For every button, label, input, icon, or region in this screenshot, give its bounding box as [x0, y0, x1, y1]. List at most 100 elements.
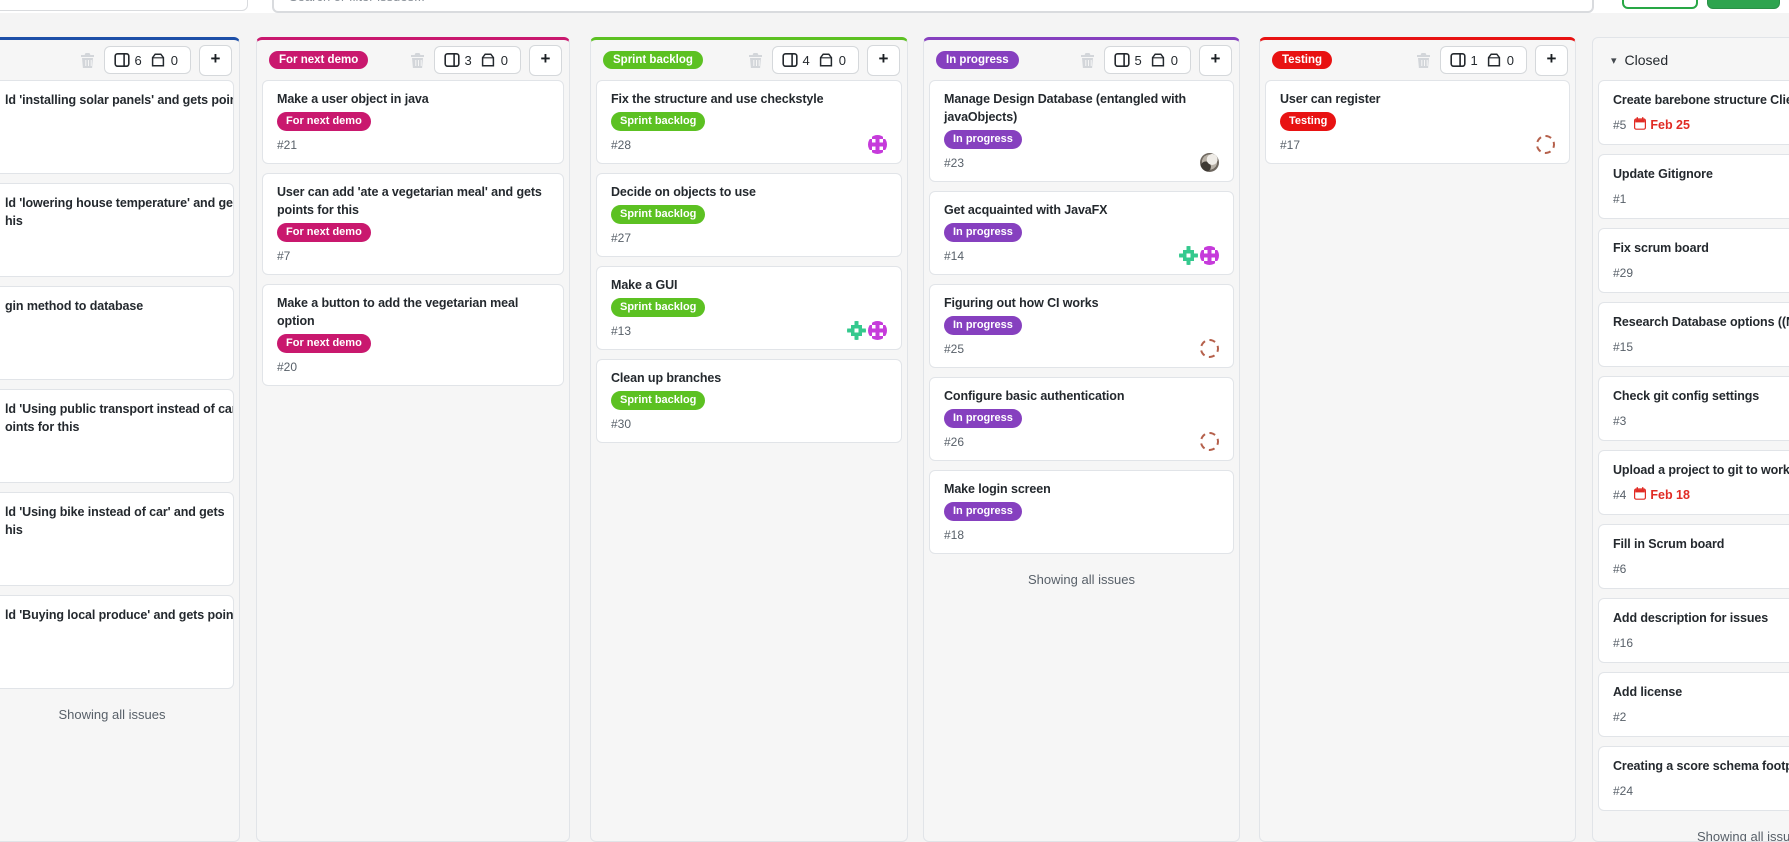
- issue-card[interactable]: Configure basic authentication In progre…: [929, 377, 1234, 461]
- card-title[interactable]: User can add 'ate a vegetarian meal' and…: [277, 185, 542, 217]
- card-label-badge[interactable]: Sprint backlog: [611, 391, 706, 410]
- avatar-identicon-green[interactable]: [1179, 246, 1198, 265]
- avatar-ring[interactable]: [1200, 432, 1219, 451]
- issue-card[interactable]: Check git config settings #3: [1598, 376, 1789, 441]
- card-title[interactable]: Manage Design Database (entangled with j…: [944, 92, 1187, 124]
- issue-card[interactable]: Creating a score schema footprint #24: [1598, 746, 1789, 811]
- trash-icon[interactable]: [410, 52, 424, 68]
- card-title[interactable]: Update Gitignore: [1613, 167, 1713, 181]
- issue-card[interactable]: Make a GUI Sprint backlog #13: [596, 266, 902, 350]
- card-title[interactable]: Configure basic authentication: [944, 389, 1125, 403]
- issue-card[interactable]: Decide on objects to use Sprint backlog …: [596, 173, 902, 257]
- filter-control[interactable]: [0, 0, 248, 11]
- search-input[interactable]: [272, 0, 1594, 13]
- issue-card[interactable]: ld 'Using public transport instead of ca…: [0, 389, 234, 483]
- card-title[interactable]: ld 'installing solar panels' and gets po…: [5, 93, 234, 107]
- avatar-photo[interactable]: [1200, 153, 1219, 172]
- card-label-badge[interactable]: Sprint backlog: [611, 298, 706, 317]
- card-title[interactable]: User can register: [1280, 92, 1381, 106]
- column-label-badge[interactable]: For next demo: [269, 51, 369, 69]
- card-title[interactable]: Clean up branches: [611, 371, 722, 385]
- card-title[interactable]: Research Database options ((No)S: [1613, 315, 1789, 329]
- add-card-button[interactable]: +: [1199, 44, 1232, 76]
- issue-card[interactable]: ld 'lowering house temperature' and gets…: [0, 183, 234, 277]
- card-title[interactable]: Get acquainted with JavaFX: [944, 203, 1108, 217]
- add-card-button[interactable]: +: [1535, 44, 1568, 76]
- trash-icon[interactable]: [1080, 52, 1094, 68]
- add-card-button[interactable]: +: [867, 44, 900, 76]
- card-title[interactable]: Figuring out how CI works: [944, 296, 1099, 310]
- card-title[interactable]: ld 'Buying local produce' and gets point…: [5, 608, 234, 622]
- avatar-identicon-green[interactable]: [847, 321, 866, 340]
- card-label-badge[interactable]: In progress: [944, 409, 1022, 428]
- card-label-badge[interactable]: In progress: [944, 223, 1022, 242]
- card-label-badge[interactable]: Sprint backlog: [611, 112, 706, 131]
- card-title[interactable]: Fix scrum board: [1613, 241, 1709, 255]
- card-title[interactable]: Make a button to add the vegetarian meal…: [277, 296, 519, 328]
- card-title[interactable]: Creating a score schema footprint: [1613, 759, 1789, 773]
- avatar-identicon-pink[interactable]: [868, 135, 887, 154]
- card-title[interactable]: Make a user object in java: [277, 92, 429, 106]
- primary-button[interactable]: [1707, 0, 1780, 9]
- issue-card[interactable]: Create barebone structure Client-Se #5 F…: [1598, 80, 1789, 145]
- issue-card[interactable]: Add license #2: [1598, 672, 1789, 737]
- card-label-badge[interactable]: For next demo: [277, 223, 371, 242]
- card-label-badge[interactable]: In progress: [944, 316, 1022, 335]
- card-title[interactable]: Upload a project to git to work fro: [1613, 463, 1789, 477]
- card-title[interactable]: ld 'lowering house temperature' and gets…: [5, 196, 233, 228]
- issue-card[interactable]: ld 'Buying local produce' and gets point…: [0, 595, 234, 689]
- issue-card[interactable]: Figuring out how CI works In progress #2…: [929, 284, 1234, 368]
- card-title[interactable]: Fix the structure and use checkstyle: [611, 92, 824, 106]
- card-title[interactable]: Fill in Scrum board: [1613, 537, 1725, 551]
- issue-card[interactable]: Make a button to add the vegetarian meal…: [262, 284, 564, 386]
- card-title[interactable]: Decide on objects to use: [611, 185, 756, 199]
- card-title[interactable]: ld 'Using bike instead of car' and gets …: [5, 505, 225, 537]
- card-label-badge[interactable]: Sprint backlog: [611, 205, 706, 224]
- issue-card[interactable]: Fix the structure and use checkstyle Spr…: [596, 80, 902, 164]
- issue-card[interactable]: Upload a project to git to work fro #4 F…: [1598, 450, 1789, 515]
- avatar-identicon-pink[interactable]: [868, 321, 887, 340]
- column-label-badge[interactable]: In progress: [936, 51, 1019, 69]
- avatar-ring[interactable]: [1536, 135, 1555, 154]
- issue-card[interactable]: Add description for issues #16: [1598, 598, 1789, 663]
- issue-card[interactable]: Fill in Scrum board #6: [1598, 524, 1789, 589]
- issue-card[interactable]: Fix scrum board #29: [1598, 228, 1789, 293]
- column-collapse-toggle[interactable]: ▾ Closed: [1611, 52, 1668, 68]
- trash-icon[interactable]: [80, 52, 94, 68]
- card-title[interactable]: Add license: [1613, 685, 1683, 699]
- outline-button[interactable]: [1622, 0, 1698, 9]
- avatar-ring[interactable]: [1200, 339, 1219, 358]
- card-title[interactable]: Make login screen: [944, 482, 1051, 496]
- card-title[interactable]: Create barebone structure Client-Se: [1613, 93, 1789, 107]
- card-title[interactable]: gin method to database: [5, 299, 144, 313]
- issue-card[interactable]: ld 'Using bike instead of car' and gets …: [0, 492, 234, 586]
- issue-card[interactable]: ld 'installing solar panels' and gets po…: [0, 80, 234, 174]
- issue-card[interactable]: Update Gitignore #1: [1598, 154, 1789, 219]
- card-label-badge[interactable]: For next demo: [277, 112, 371, 131]
- issue-card[interactable]: Get acquainted with JavaFX In progress #…: [929, 191, 1234, 275]
- card-label-badge[interactable]: For next demo: [277, 334, 371, 353]
- card-title[interactable]: Add description for issues: [1613, 611, 1769, 625]
- trash-icon[interactable]: [1416, 52, 1430, 68]
- issue-card[interactable]: Make a user object in java For next demo…: [262, 80, 564, 164]
- issue-card[interactable]: Manage Design Database (entangled with j…: [929, 80, 1234, 182]
- card-label-badge[interactable]: Testing: [1280, 112, 1337, 131]
- card-title[interactable]: Check git config settings: [1613, 389, 1760, 403]
- add-card-button[interactable]: +: [199, 44, 232, 76]
- issue-card[interactable]: Clean up branches Sprint backlog #30: [596, 359, 902, 443]
- trash-icon[interactable]: [748, 52, 762, 68]
- card-label-badge[interactable]: In progress: [944, 130, 1022, 149]
- issue-card[interactable]: Research Database options ((No)S #15: [1598, 302, 1789, 367]
- column-label-badge[interactable]: Sprint backlog: [603, 51, 703, 69]
- issue-card[interactable]: User can add 'ate a vegetarian meal' and…: [262, 173, 564, 275]
- archive-count-icon: [480, 52, 496, 68]
- add-card-button[interactable]: +: [529, 44, 562, 76]
- avatar-identicon-pink[interactable]: [1200, 246, 1219, 265]
- issue-card[interactable]: Make login screen In progress #18: [929, 470, 1234, 554]
- column-label-badge[interactable]: Testing: [1272, 51, 1333, 69]
- card-title[interactable]: ld 'Using public transport instead of ca…: [5, 402, 233, 434]
- card-label-badge[interactable]: In progress: [944, 502, 1022, 521]
- card-title[interactable]: Make a GUI: [611, 278, 678, 292]
- issue-card[interactable]: User can register Testing #17: [1265, 80, 1570, 164]
- issue-card[interactable]: gin method to database: [0, 286, 234, 380]
